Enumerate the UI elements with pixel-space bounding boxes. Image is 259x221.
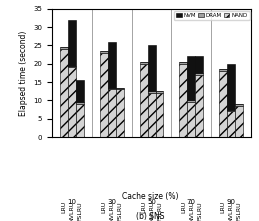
Bar — [219, 69, 227, 71]
Bar — [60, 47, 68, 49]
Bar — [235, 104, 243, 106]
Bar — [195, 73, 203, 75]
Text: 90: 90 — [227, 198, 236, 205]
Text: LRU: LRU — [101, 201, 106, 213]
Text: NVLRU: NVLRU — [69, 201, 74, 221]
Bar — [155, 91, 163, 93]
Bar — [68, 66, 76, 67]
Text: LRU: LRU — [221, 201, 226, 213]
Bar — [108, 88, 116, 90]
Bar — [195, 56, 203, 73]
Bar — [148, 93, 155, 137]
Bar — [195, 75, 203, 137]
Text: Cache size (%): Cache size (%) — [122, 192, 178, 201]
Text: 50: 50 — [147, 198, 156, 205]
Bar — [179, 64, 188, 137]
Bar — [148, 46, 155, 91]
Legend: NVM, DRAM, NAND: NVM, DRAM, NAND — [174, 11, 250, 20]
Bar — [235, 106, 243, 137]
Bar — [68, 20, 76, 66]
Text: 70: 70 — [187, 198, 196, 205]
Bar — [116, 90, 124, 137]
Text: LRU: LRU — [61, 201, 66, 213]
Bar — [108, 90, 116, 137]
Text: LRU: LRU — [181, 201, 186, 213]
Bar — [68, 67, 76, 137]
Bar — [100, 51, 108, 53]
Text: FSLRU: FSLRU — [197, 201, 202, 221]
Bar — [155, 93, 163, 137]
Bar — [188, 102, 195, 137]
Bar — [140, 64, 148, 137]
Text: FSLRU: FSLRU — [157, 201, 162, 221]
Text: NVLRU: NVLRU — [149, 201, 154, 221]
Bar — [188, 100, 195, 102]
Bar — [227, 64, 235, 110]
Bar — [108, 42, 116, 88]
Bar — [116, 88, 124, 90]
Bar — [76, 104, 84, 137]
Text: LRU: LRU — [141, 201, 146, 213]
Text: FSLRU: FSLRU — [117, 201, 122, 221]
Bar — [100, 53, 108, 137]
Bar — [140, 62, 148, 64]
Bar — [76, 102, 84, 104]
Bar — [179, 62, 188, 64]
Bar — [148, 91, 155, 93]
Text: (b) SNS: (b) SNS — [136, 212, 164, 221]
Bar — [227, 110, 235, 111]
Text: NVLRU: NVLRU — [189, 201, 194, 221]
Bar — [188, 56, 195, 100]
Bar — [76, 80, 84, 102]
Text: NVLRU: NVLRU — [229, 201, 234, 221]
Bar — [60, 49, 68, 137]
Text: NVLRU: NVLRU — [109, 201, 114, 221]
Text: 30: 30 — [107, 198, 116, 205]
Text: 10: 10 — [67, 198, 76, 205]
Text: FSLRU: FSLRU — [237, 201, 242, 221]
Bar — [219, 71, 227, 137]
Text: FSLRU: FSLRU — [77, 201, 82, 221]
Y-axis label: Elapsed time (second): Elapsed time (second) — [19, 30, 27, 116]
Bar — [227, 111, 235, 137]
